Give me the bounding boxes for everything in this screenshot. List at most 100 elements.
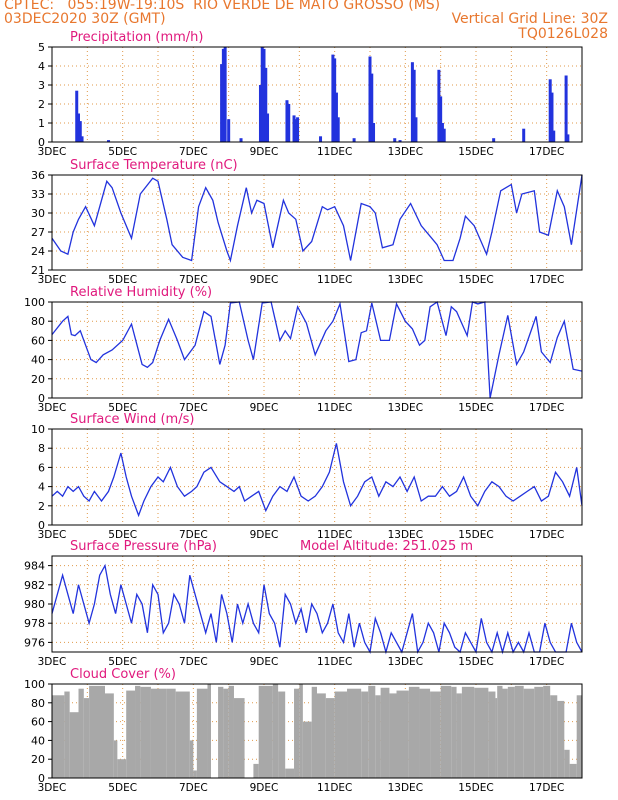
wind-series-line <box>51 443 583 518</box>
cloud-bar <box>311 686 317 778</box>
cloud-ytick-label: 20 <box>31 753 45 766</box>
pres-ytick-label: 980 <box>24 598 45 611</box>
cloud-bar <box>228 685 234 778</box>
cloud-bar <box>278 691 286 778</box>
cloud-bar <box>451 686 457 778</box>
precip-xtick-label: 3DEC <box>38 146 67 158</box>
precip-bar <box>368 56 372 142</box>
precip-ytick-label: 2 <box>38 98 45 111</box>
cloud-bar <box>69 712 79 778</box>
cloud-bar <box>113 740 118 778</box>
wind-ytick-label: 10 <box>31 423 45 436</box>
header-station: CPTEC: 055:19W-19:10S RIO VERDE DE MATO … <box>4 0 441 13</box>
precip-bar <box>221 48 225 142</box>
cloud-ytick-label: 40 <box>31 734 45 747</box>
cloud-bar <box>523 688 535 778</box>
cloud-bar <box>258 685 273 778</box>
precip-bar <box>442 128 446 142</box>
cloud-bar <box>576 695 582 778</box>
cloud-ytick-label: 60 <box>31 716 45 729</box>
rh-xtick-label: 11DEC <box>317 402 352 414</box>
precip-xtick-label: 17DEC <box>529 146 564 158</box>
wind-ytick-label: 8 <box>38 442 45 455</box>
cloud-bar <box>218 686 224 778</box>
cloud-xtick-label: 11DEC <box>317 782 352 794</box>
precip-bar <box>412 69 416 142</box>
precip-bar <box>296 117 300 142</box>
wind-xtick-label: 3DEC <box>38 529 67 541</box>
cloud-bar <box>514 685 524 778</box>
precip-bar <box>414 117 418 142</box>
temp-ytick-label: 33 <box>31 188 45 201</box>
precip-ytick-label: 4 <box>38 60 45 73</box>
cloud-bar <box>507 686 515 778</box>
precip-bar <box>564 75 568 142</box>
wind-ytick-label: 2 <box>38 500 45 513</box>
precip-bar <box>266 113 270 142</box>
precip-ytick-label: 5 <box>38 41 45 54</box>
cloud-bar <box>52 695 65 778</box>
cloud-bar <box>564 749 570 778</box>
pres-series-line <box>51 563 583 655</box>
pres-xtick-label: 7DEC <box>179 656 208 668</box>
precip-bar <box>260 47 264 142</box>
cloud-bar <box>117 759 127 778</box>
cloud-bar <box>408 686 420 778</box>
rh-xtick-label: 5DEC <box>108 402 137 414</box>
rh-ytick-label: 60 <box>31 334 45 347</box>
pres-ytick-label: 982 <box>24 579 45 592</box>
precip-bar <box>285 100 289 142</box>
wind-xtick-label: 7DEC <box>179 529 208 541</box>
cloud-bar <box>64 691 70 778</box>
precip-bar <box>548 79 552 142</box>
precip-bar <box>80 136 84 142</box>
cloud-bar <box>294 688 300 778</box>
wind-xtick-label: 9DEC <box>250 529 279 541</box>
rh-xtick-label: 15DEC <box>458 402 493 414</box>
cloud-bar <box>150 688 167 778</box>
pres-xtick-label: 11DEC <box>317 656 352 668</box>
rh-xtick-label: 17DEC <box>529 402 564 414</box>
wind-title: Surface Wind (m/s) <box>70 412 194 427</box>
rh-title: Relative Humidity (%) <box>70 285 212 300</box>
precip-ytick-label: 0 <box>38 136 45 149</box>
pres-ytick-label: 976 <box>24 636 45 649</box>
precip-bar <box>331 54 335 142</box>
pres-title: Surface Pressure (hPa) <box>70 539 217 554</box>
cloud-bar <box>317 693 326 778</box>
rh-ytick-label: 0 <box>38 392 45 405</box>
temp-xtick-label: 11DEC <box>317 274 352 286</box>
precip-ytick-label: 1 <box>38 117 45 130</box>
precip-xtick-label: 11DEC <box>317 146 352 158</box>
precip-bar <box>334 92 338 142</box>
cloud-xtick-label: 5DEC <box>108 782 137 794</box>
cloud-bar <box>456 693 462 778</box>
temp-xtick-label: 9DEC <box>250 274 279 286</box>
wind-xtick-label: 17DEC <box>529 529 564 541</box>
precip-bar <box>75 90 79 142</box>
pres-xtick-label: 15DEC <box>458 656 493 668</box>
wind-xtick-label: 11DEC <box>317 529 352 541</box>
wind-ytick-label: 4 <box>38 481 45 494</box>
precip-bar <box>292 115 296 142</box>
cloud-bar <box>189 740 194 778</box>
cloud-bar <box>223 688 229 778</box>
precip-bar <box>333 58 337 142</box>
precip-ytick-label: 3 <box>38 79 45 92</box>
cloud-ytick-label: 80 <box>31 697 45 710</box>
precip-bar <box>262 48 266 142</box>
cloud-bar <box>233 698 245 778</box>
cloud-bar <box>495 698 498 778</box>
cloud-bar <box>78 688 84 778</box>
cloud-bar <box>502 688 508 778</box>
pres-ytick-label: 978 <box>24 617 45 630</box>
cloud-xtick-label: 17DEC <box>529 782 564 794</box>
precip-title: Precipitation (mm/h) <box>70 30 203 45</box>
wind-xtick-label: 15DEC <box>458 529 493 541</box>
cloud-bar <box>207 684 211 778</box>
cloud-xtick-label: 9DEC <box>250 782 279 794</box>
precip-xtick-label: 13DEC <box>388 146 423 158</box>
rh-xtick-label: 9DEC <box>250 402 279 414</box>
header-date: 03DEC2020 30Z (GMT) <box>4 11 166 27</box>
